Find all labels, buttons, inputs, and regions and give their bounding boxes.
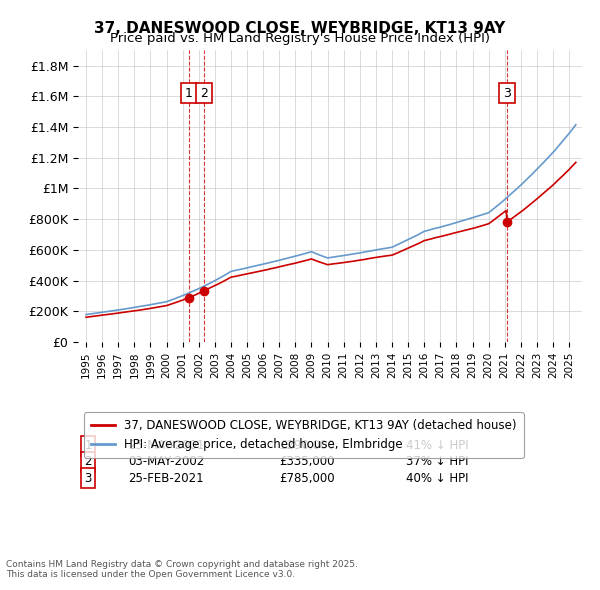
Text: 2: 2 [85,455,92,468]
Text: £335,000: £335,000 [280,455,335,468]
Text: 03-MAY-2002: 03-MAY-2002 [128,455,205,468]
Text: 41% ↓ HPI: 41% ↓ HPI [406,440,468,453]
Legend: 37, DANESWOOD CLOSE, WEYBRIDGE, KT13 9AY (detached house), HPI: Average price, d: 37, DANESWOOD CLOSE, WEYBRIDGE, KT13 9AY… [84,412,524,458]
Text: 3: 3 [85,471,92,484]
Text: 3: 3 [503,87,511,100]
Text: 2: 2 [200,87,208,100]
Text: 25-FEB-2021: 25-FEB-2021 [128,471,204,484]
Text: 37, DANESWOOD CLOSE, WEYBRIDGE, KT13 9AY: 37, DANESWOOD CLOSE, WEYBRIDGE, KT13 9AY [94,21,506,35]
Text: Price paid vs. HM Land Registry's House Price Index (HPI): Price paid vs. HM Land Registry's House … [110,32,490,45]
Text: £785,000: £785,000 [280,471,335,484]
Text: 25-MAY-2001: 25-MAY-2001 [128,440,205,453]
Text: 40% ↓ HPI: 40% ↓ HPI [406,471,468,484]
Text: 37% ↓ HPI: 37% ↓ HPI [406,455,468,468]
Text: Contains HM Land Registry data © Crown copyright and database right 2025.
This d: Contains HM Land Registry data © Crown c… [6,560,358,579]
Text: £290,000: £290,000 [280,440,335,453]
Text: 1: 1 [85,440,92,453]
Text: 1: 1 [185,87,193,100]
